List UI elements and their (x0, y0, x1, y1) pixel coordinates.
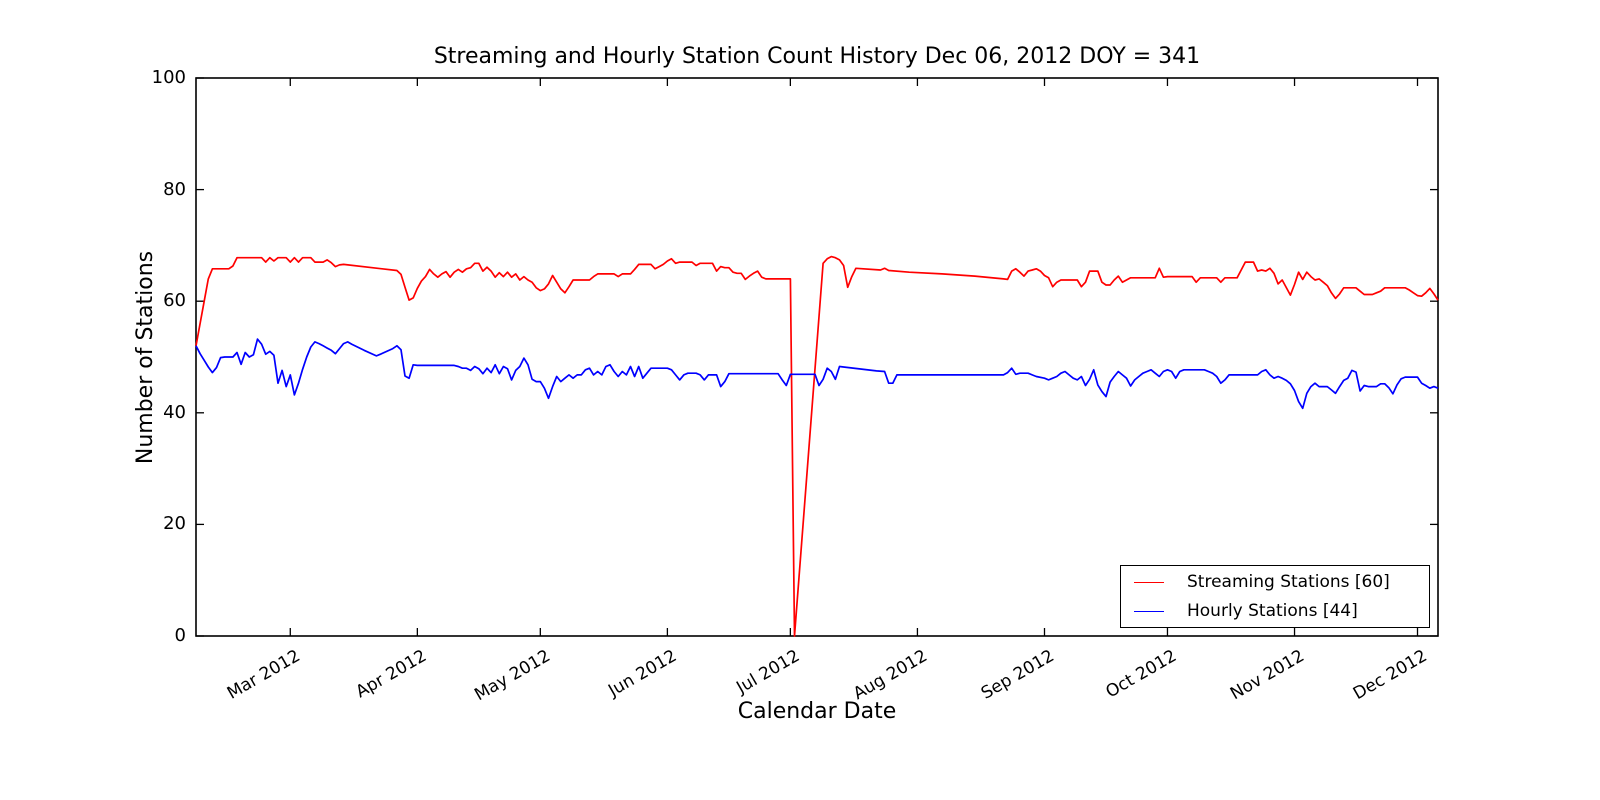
y-tick-label-0: 0 (174, 625, 186, 646)
legend-label-hourly: Hourly Stations [44] (1187, 601, 1358, 621)
hourly-series-line (195, 338, 1439, 410)
legend-line-streaming (1134, 581, 1164, 583)
y-tick-label-40: 40 (163, 401, 186, 423)
legend-label-streaming: Streaming Stations [60] (1187, 572, 1390, 592)
chart-title: Streaming and Hourly Station Count Histo… (433, 44, 1201, 69)
legend-item-hourly: Hourly Stations [44] (1121, 600, 1429, 622)
y-tick-label-100: 100 (151, 67, 186, 88)
axes-spines (195, 77, 1439, 637)
legend-item-streaming: Streaming Stations [60] (1121, 571, 1429, 593)
x-axis-label: Calendar Date (737, 699, 897, 724)
legend: Streaming Stations [60] Hourly Stations … (1120, 565, 1430, 628)
streaming-series-line (195, 255, 1439, 637)
y-tick-label-60: 60 (163, 290, 186, 312)
y-tick-label-20: 20 (163, 513, 186, 535)
y-tick-label-80: 80 (163, 178, 186, 200)
legend-line-hourly (1134, 610, 1164, 612)
